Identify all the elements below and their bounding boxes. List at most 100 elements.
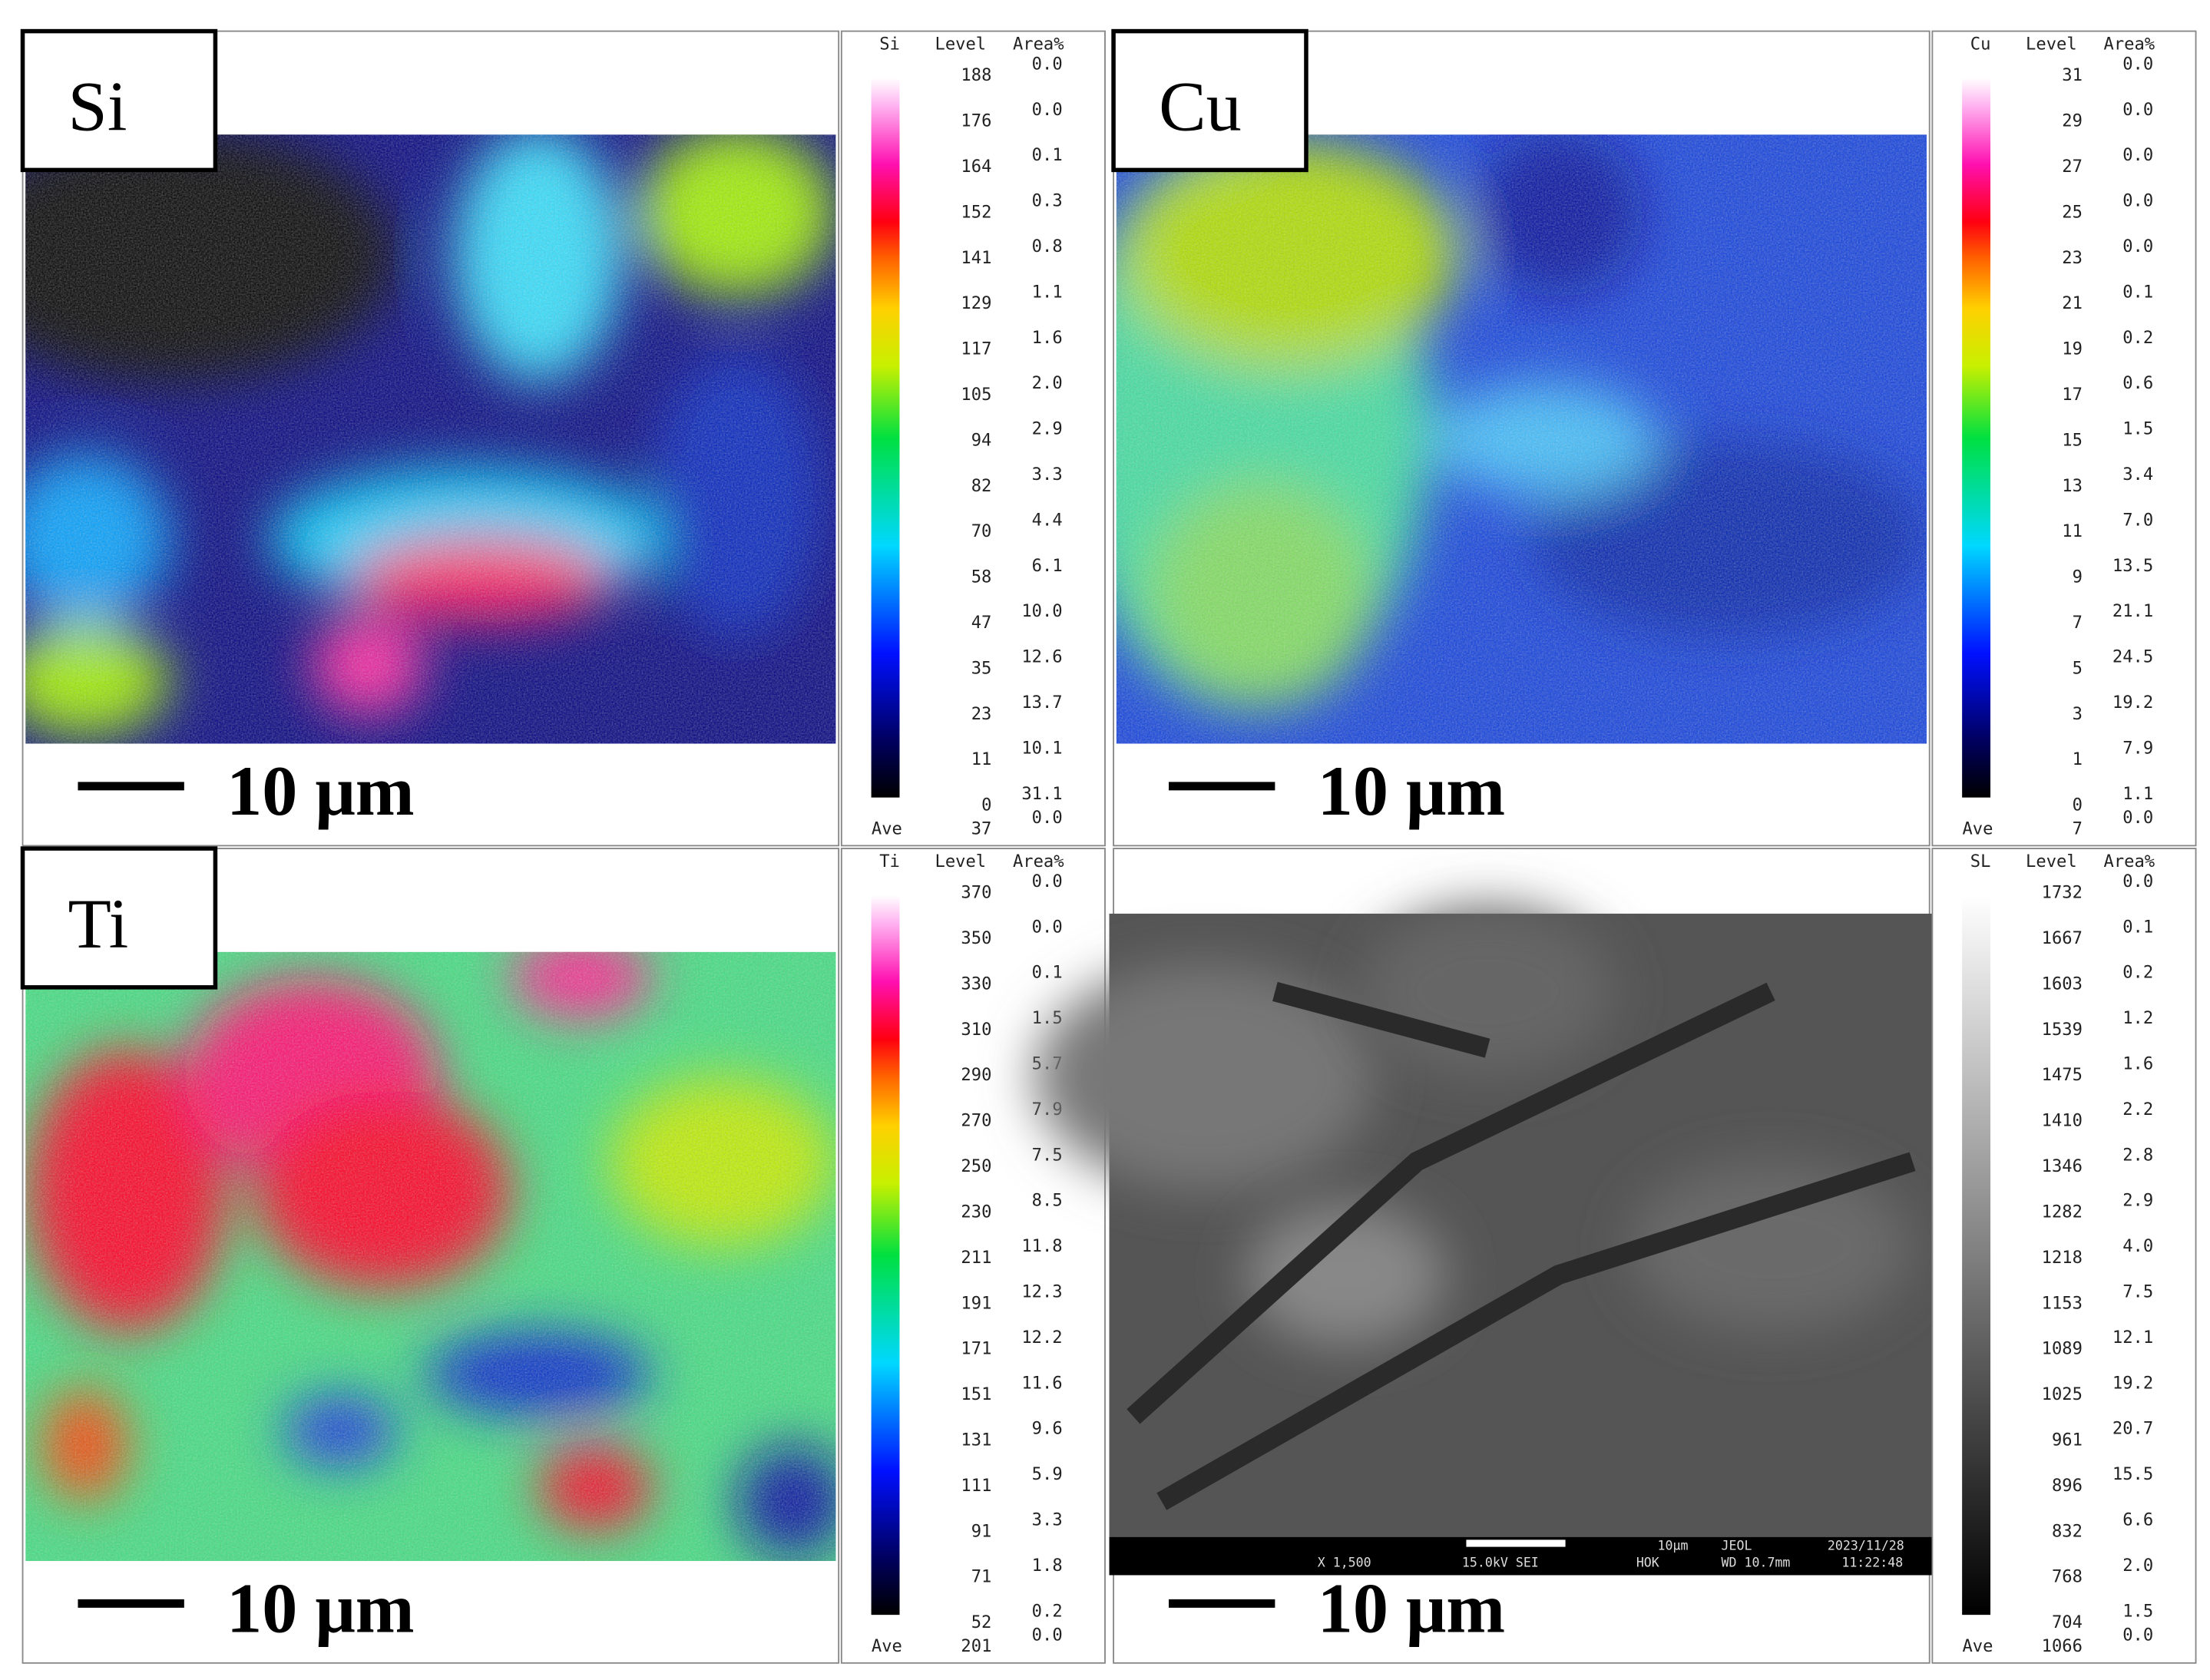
legend-level: 1153 — [2042, 1293, 2083, 1313]
element-label-box — [1111, 28, 1308, 173]
sem-scale — [1466, 1539, 1566, 1547]
legend-level: 768 — [2052, 1567, 2083, 1587]
legend-level: 91 — [971, 1521, 992, 1541]
map-noise — [25, 134, 836, 744]
legend-area: 3.3 — [1032, 1510, 1063, 1530]
legend-ave-label: Ave — [872, 819, 902, 839]
legend-level: 23 — [2062, 248, 2083, 268]
legend-level: 21 — [2062, 293, 2083, 313]
legend-area: 7.9 — [2122, 738, 2153, 758]
legend-area: 0.0 — [2122, 100, 2153, 120]
legend-level: 330 — [961, 974, 991, 994]
element-label-box — [20, 846, 218, 990]
legend-area: 1.6 — [2122, 1053, 2153, 1073]
legend-level: 1025 — [2042, 1384, 2083, 1404]
legend-level: 27 — [2062, 157, 2083, 177]
legend-area: 4.4 — [1032, 510, 1063, 530]
legend-area: 1.8 — [1032, 1556, 1063, 1576]
legend-area: 7.5 — [2122, 1282, 2153, 1302]
legend-level: 71 — [971, 1567, 992, 1587]
legend-level: 17 — [2062, 385, 2083, 405]
color-bar — [1962, 78, 1991, 798]
legend-ave-area: 0.0 — [2122, 1625, 2153, 1645]
legend-element: SL — [1970, 852, 1991, 871]
legend-level: 1667 — [2042, 928, 2083, 948]
legend-area: 13.5 — [2112, 556, 2153, 576]
sem-feature — [1629, 1161, 1913, 1332]
legend-level: 3 — [2073, 704, 2083, 724]
sem-info: 10μm — [1658, 1538, 1689, 1553]
legend-area: 24.5 — [2112, 647, 2153, 667]
legend-area: 9.6 — [1032, 1419, 1063, 1439]
legend-area: 0.0 — [2122, 54, 2153, 74]
legend-area: 0.2 — [1032, 1601, 1063, 1621]
legend-level: 141 — [961, 248, 991, 268]
legend-area: 2.8 — [2122, 1145, 2153, 1165]
legend-level-header: Level — [935, 35, 987, 55]
sem-info: X 1,500 — [1318, 1555, 1371, 1569]
legend-area: 1.1 — [1032, 282, 1063, 302]
legend-area-header: Area% — [2104, 852, 2155, 871]
map-image — [25, 134, 836, 744]
legend-area: 1.5 — [2122, 1601, 2153, 1621]
legend-area: 13.7 — [1021, 693, 1062, 713]
legend-area: 0.1 — [1032, 145, 1063, 165]
legend-area: 11.6 — [1021, 1373, 1062, 1393]
legend-area: 8.5 — [1032, 1191, 1063, 1211]
legend-area: 5.9 — [1032, 1464, 1063, 1484]
legend-level: 188 — [961, 65, 991, 85]
sem-info: 2023/11/28 — [1828, 1538, 1904, 1553]
legend-level: 1732 — [2042, 883, 2083, 903]
legend-level: 47 — [971, 613, 992, 633]
legend-area: 15.5 — [2112, 1464, 2153, 1484]
legend-level: 94 — [971, 430, 992, 450]
legend-area: 12.1 — [2112, 1328, 2153, 1348]
element-label-box — [20, 28, 218, 173]
legend-level: 111 — [961, 1476, 991, 1496]
legend-area: 19.2 — [2112, 693, 2153, 713]
scale-bar-label: 10 μm — [1318, 752, 1505, 830]
legend-area: 0.0 — [1032, 917, 1063, 937]
legend-level: 164 — [961, 157, 991, 177]
legend-area: 10.0 — [1021, 601, 1062, 621]
sem-feature — [1360, 906, 1616, 1077]
legend-area: 31.1 — [1021, 784, 1062, 804]
element-label: Si — [68, 68, 127, 146]
legend-level: 896 — [2052, 1476, 2083, 1496]
legend-level: 29 — [2062, 111, 2083, 131]
sem-feature — [1246, 1204, 1445, 1346]
legend-level: 1218 — [2042, 1248, 2083, 1268]
legend-level: 13 — [2062, 476, 2083, 496]
map-noise — [25, 951, 836, 1562]
legend-ave-label: Ave — [872, 1636, 902, 1656]
legend-level: 19 — [2062, 339, 2083, 359]
legend-area: 2.9 — [2122, 1191, 2153, 1211]
legend-level: 370 — [961, 883, 991, 903]
legend-area-header: Area% — [2104, 35, 2155, 55]
legend-level: 52 — [971, 1612, 992, 1632]
legend-area: 6.1 — [1032, 556, 1063, 576]
legend-area: 19.2 — [2112, 1373, 2153, 1393]
legend-level: 15 — [2062, 430, 2083, 450]
legend-area: 6.6 — [2122, 1510, 2153, 1530]
color-bar — [1962, 895, 1991, 1616]
map-noise — [1116, 134, 1927, 744]
legend-level-header: Level — [935, 852, 987, 871]
legend-area: 4.0 — [2122, 1236, 2153, 1256]
legend-level: 1475 — [2042, 1065, 2083, 1085]
legend-area: 1.5 — [2122, 419, 2153, 439]
legend-level: 35 — [971, 658, 992, 678]
legend-level: 211 — [961, 1248, 991, 1268]
legend-level: 1410 — [2042, 1111, 2083, 1131]
legend-area: 12.6 — [1021, 647, 1062, 667]
scale-bar-label: 10 μm — [1318, 1569, 1505, 1647]
legend-area: 11.8 — [1021, 1236, 1062, 1256]
legend-area: 0.0 — [2122, 236, 2153, 256]
legend-level: 176 — [961, 111, 991, 131]
legend-level: 1282 — [2042, 1202, 2083, 1222]
legend-level: 5 — [2073, 658, 2083, 678]
legend-ave-label: Ave — [1962, 819, 1993, 839]
legend-area: 1.1 — [2122, 784, 2153, 804]
